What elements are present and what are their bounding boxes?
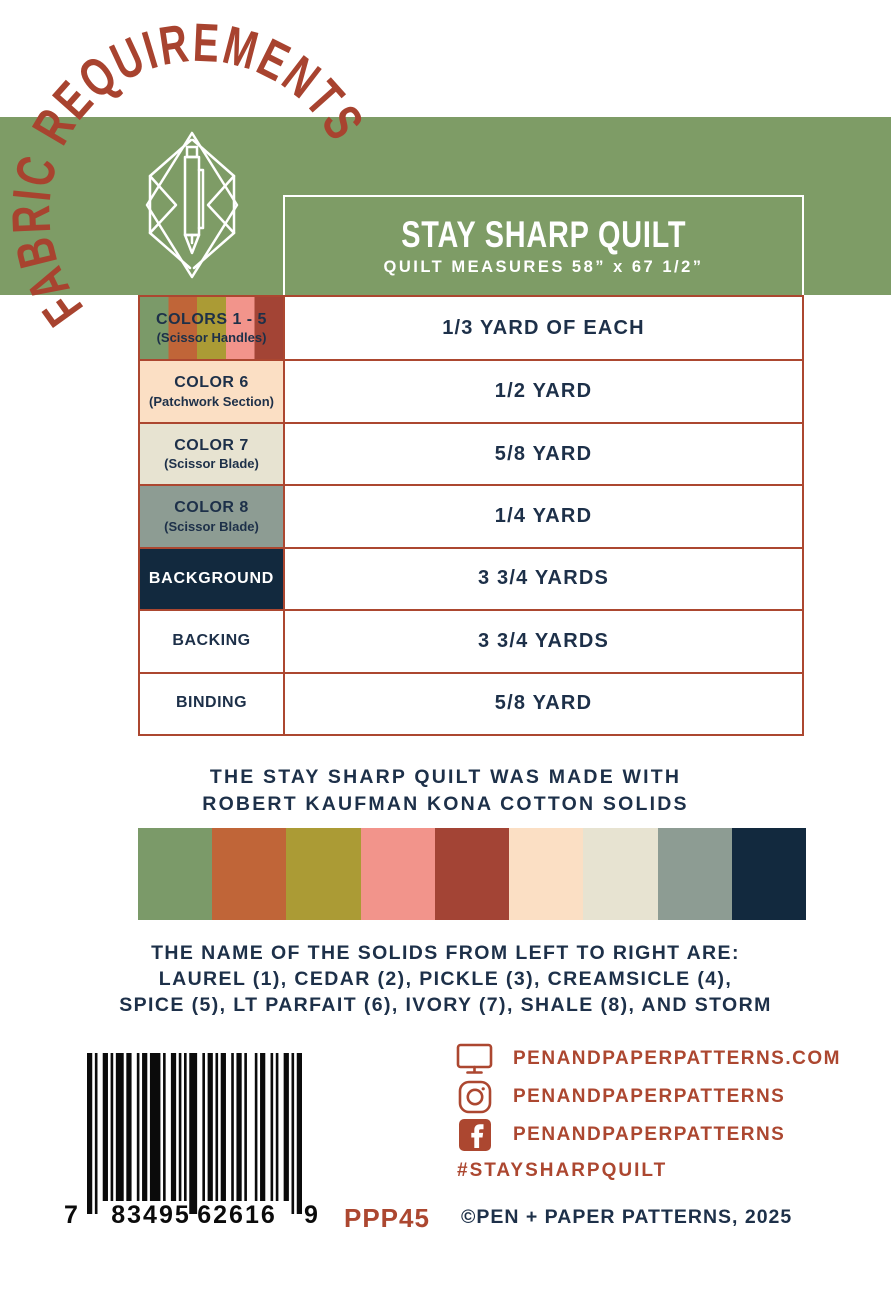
swatch-ivory	[583, 828, 658, 920]
row-label: COLOR 8	[174, 498, 249, 516]
row-label-cell: BACKGROUND	[140, 546, 285, 610]
arch-header-graphic: FABRIC REQUIREMENTS	[1, 13, 376, 337]
barcode-digit-group1: 83495	[111, 1201, 191, 1229]
kona-note-line1: THE STAY SHARP QUILT WAS MADE WITH	[209, 766, 682, 788]
row-label: COLOR 7	[174, 436, 249, 454]
row-label-cell: COLOR 8 (Scissor Blade)	[140, 484, 285, 547]
row-sublabel: (Scissor Blade)	[164, 456, 259, 472]
kona-note-line2: ROBERT KAUFMAN KONA COTTON SOLIDS	[202, 793, 689, 815]
swatch-pickle	[286, 828, 361, 920]
swatch-lt-parfait	[509, 828, 584, 920]
quilt-title: STAY SHARP QUILT	[400, 214, 687, 256]
instagram-icon	[456, 1080, 493, 1114]
row-value: 1/3 YARD OF EACH	[442, 316, 645, 339]
row-label: BINDING	[175, 694, 248, 712]
barcode-digit-last: 9	[304, 1201, 318, 1229]
row-value: 3 3/4 YARDS	[285, 609, 802, 671]
copyright: ©PEN + PAPER PATTERNS, 2025	[461, 1206, 793, 1228]
instagram-row: PENANDPAPERPATTERNS	[456, 1080, 841, 1114]
fabric-requirements-table: COLORS 1 - 5 (Scissor Handles) 1/3 YARD …	[138, 295, 804, 736]
quilt-title-box: STAY SHARP QUILT QUILT MEASURES 58” x 67…	[283, 195, 804, 295]
kona-note: THE STAY SHARP QUILT WAS MADE WITH ROBER…	[0, 764, 891, 818]
swatch-laurel	[138, 828, 213, 920]
swatch-creamsicle	[360, 828, 435, 920]
row-label: BACKING	[172, 631, 251, 649]
row-label-cell: COLOR 6 (Patchwork Section)	[140, 359, 285, 422]
solid-names-note: THE NAME OF THE SOLIDS FROM LEFT TO RIGH…	[0, 940, 891, 1018]
row-sublabel: (Scissor Handles)	[156, 330, 267, 346]
palette-strip	[138, 828, 806, 920]
swatch-storm	[731, 828, 806, 920]
contact-links: PENANDPAPERPATTERNS.COM PENANDPAPERPATTE…	[456, 1042, 841, 1152]
arch-title: FABRIC REQUIREMENTS	[1, 13, 376, 337]
row-label-cell: COLORS 1 - 5 (Scissor Handles)	[140, 297, 285, 360]
row-sublabel: (Patchwork Section)	[149, 393, 274, 409]
facebook-row: PENANDPAPERPATTERNS	[456, 1118, 841, 1152]
monitor-icon	[456, 1043, 493, 1076]
row-label: COLORS 1 - 5	[156, 310, 267, 328]
hashtag: #STAYSHARPQUILT	[457, 1160, 668, 1181]
row-label: BACKGROUND	[148, 569, 275, 587]
swatch-spice	[434, 828, 510, 920]
row-value: 5/8 YARD	[285, 421, 802, 484]
barcode-digit-group2: 62616	[197, 1201, 277, 1229]
row-sublabel: (Scissor Blade)	[164, 518, 259, 534]
barcode-bars	[87, 1053, 302, 1214]
barcode-digit-first: 7	[64, 1201, 78, 1229]
instagram-handle: PENANDPAPERPATTERNS	[513, 1086, 786, 1107]
row-label-cell: COLOR 7 (Scissor Blade)	[140, 421, 285, 485]
website-url: PENANDPAPERPATTERNS.COM	[513, 1048, 841, 1069]
solid-names-line1: THE NAME OF THE SOLIDS FROM LEFT TO RIGH…	[151, 942, 740, 964]
pen-and-paper-logo-icon	[145, 131, 239, 279]
solid-names-line2: LAUREL (1), CEDAR (2), PICKLE (3), CREAM…	[158, 968, 733, 990]
website-row: PENANDPAPERPATTERNS.COM	[456, 1042, 841, 1076]
row-value: 3 3/4 YARDS	[285, 546, 802, 609]
quilt-measurements: QUILT MEASURES 58” x 67 1/2”	[383, 258, 704, 277]
solid-names-line3: SPICE (5), LT PARFAIT (6), IVORY (7), SH…	[119, 994, 772, 1016]
row-label-cell: BINDING	[140, 671, 285, 734]
row-label: COLOR 6	[174, 374, 249, 392]
row-value: 5/8 YARD	[285, 671, 802, 734]
row-value: 1/2 YARD	[285, 359, 802, 421]
pattern-sku: PPP45	[344, 1203, 430, 1233]
row-label-cell: BACKING	[140, 609, 285, 672]
facebook-icon	[456, 1118, 493, 1152]
row-value: 1/4 YARD	[285, 484, 802, 546]
swatch-cedar	[212, 828, 287, 920]
facebook-handle: PENANDPAPERPATTERNS	[513, 1124, 786, 1145]
swatch-shale	[657, 828, 732, 920]
